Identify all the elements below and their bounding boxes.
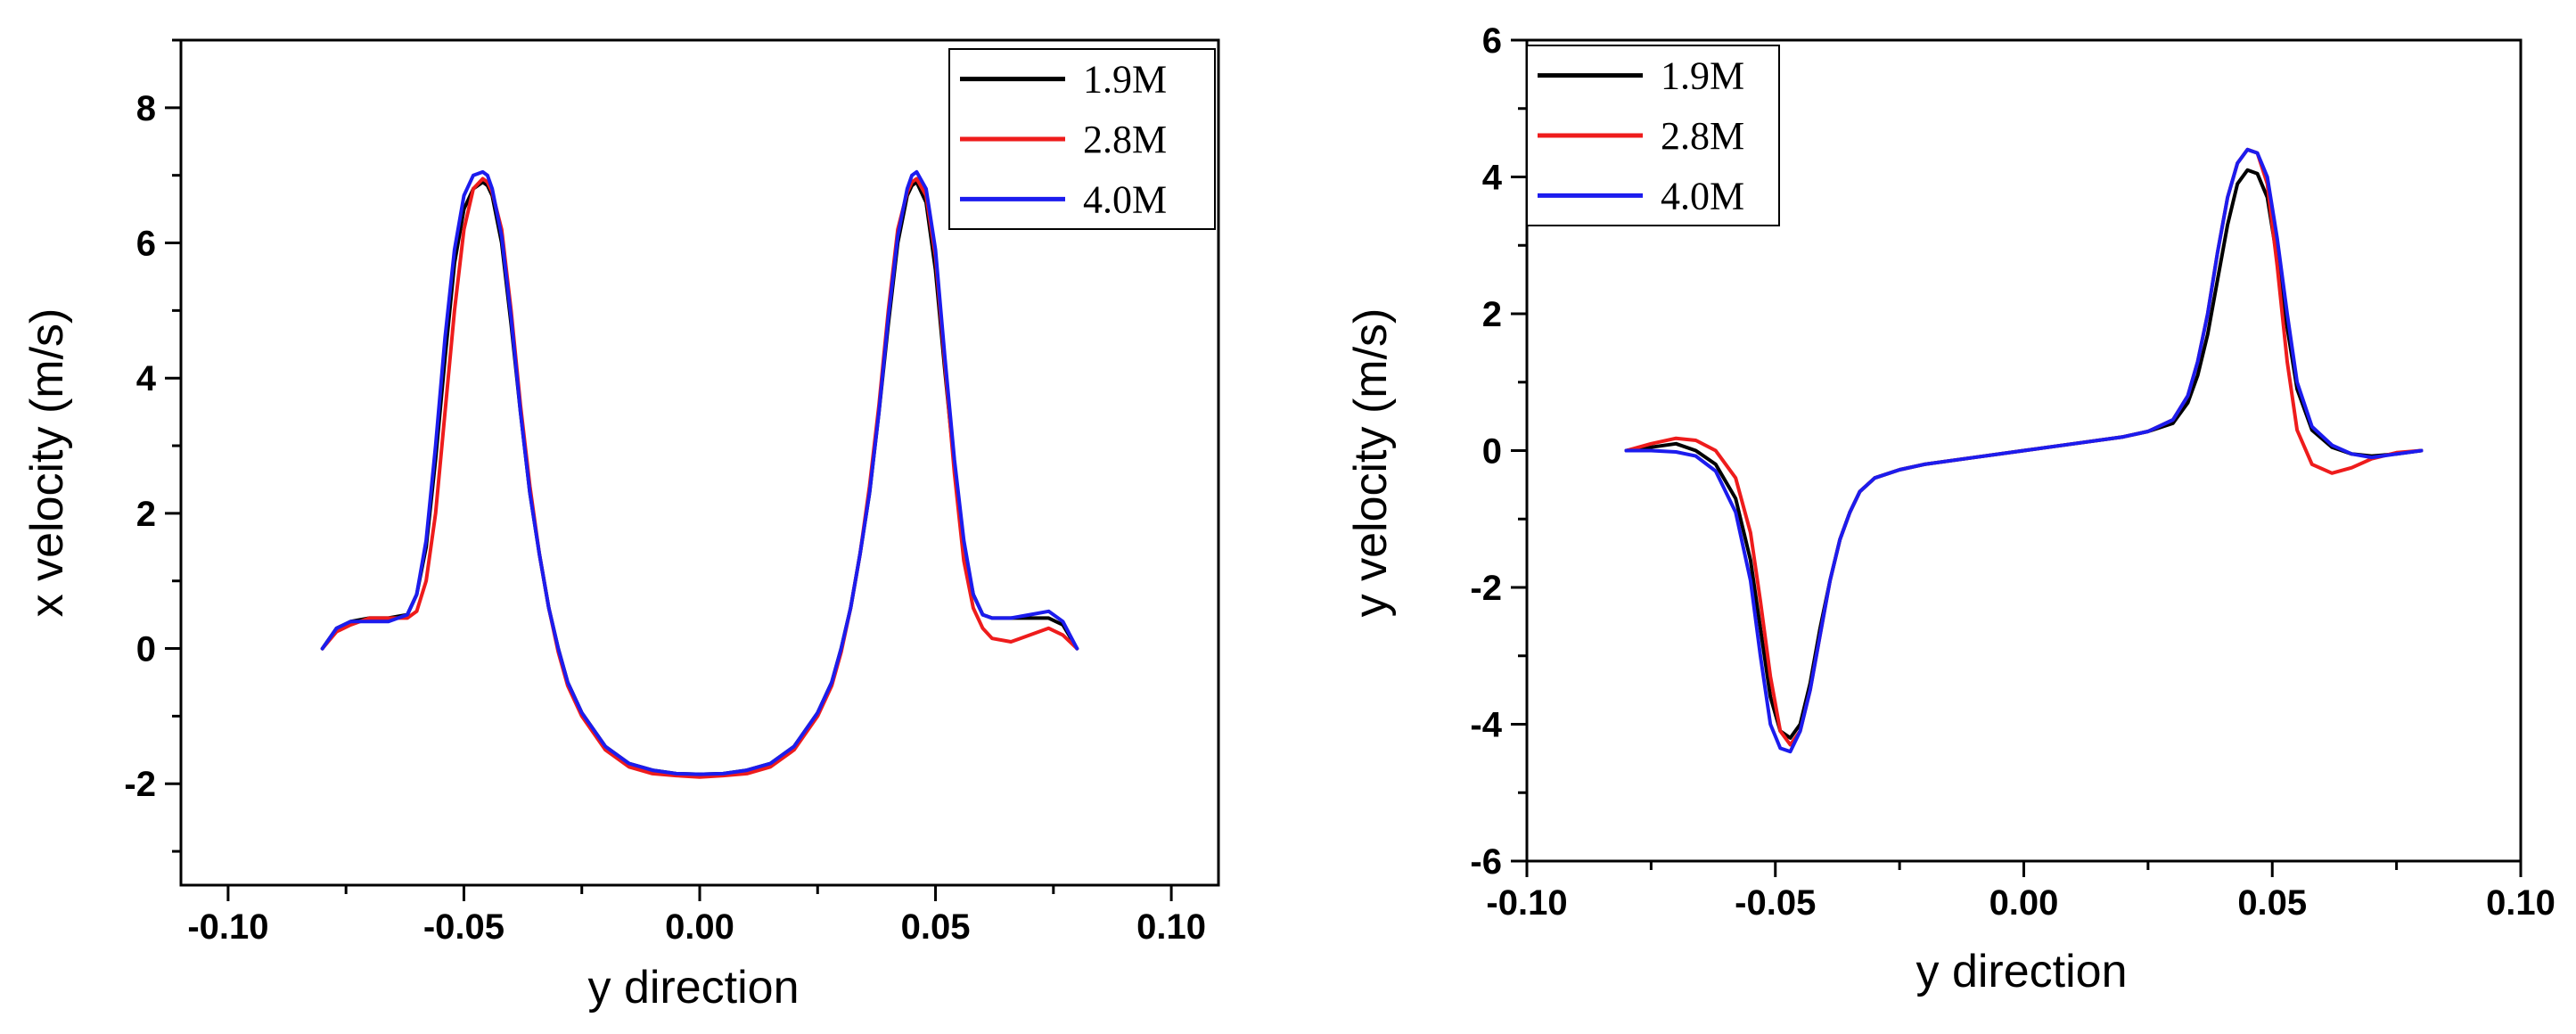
series-line-1.9M	[320, 180, 1079, 776]
x-velocity-chart: -0.10 -0.05 0.00 0.05 0.10 -2 0 2 4 6 8 y direction…	[21, 38, 1220, 1013]
x-tick-label: -0.10	[1486, 883, 1567, 923]
y-axis-title: y velocity (m/s)	[1345, 308, 1397, 618]
series-line-4.0M	[1624, 147, 2424, 754]
y-tick-label: -2	[1470, 569, 1502, 608]
y-tick-label: 6	[136, 225, 156, 264]
x-tick-label: 0.00	[1989, 883, 2059, 923]
x-tick-label: -0.10	[187, 907, 268, 947]
x-tick-label: 0.10	[2486, 883, 2555, 923]
legend: 1.9M 2.8M 4.0M	[1526, 45, 1780, 226]
series-line-4.0M	[320, 169, 1079, 776]
x-axis-title: y direction	[1916, 946, 2128, 997]
y-axis-title: x velocity (m/s)	[21, 308, 73, 618]
x-tick-label: 0.10	[1136, 907, 1206, 947]
legend-label: 4.0M	[1083, 177, 1167, 221]
y-tick-label: -2	[124, 765, 156, 804]
y-tick-label: 2	[136, 495, 156, 534]
y-tick-label: -4	[1470, 706, 1502, 745]
series-line-1.9M	[1624, 168, 2424, 740]
legend-label: 2.8M	[1661, 114, 1744, 158]
y-tick-label: 0	[136, 630, 156, 669]
series-line-2.8M	[1624, 147, 2424, 747]
x-tick-label: 0.00	[665, 907, 734, 947]
series-line-2.8M	[320, 176, 1079, 779]
y-tick-label: 2	[1482, 295, 1502, 334]
legend: 1.9M 2.8M 4.0M	[948, 48, 1216, 230]
legend-label: 4.0M	[1661, 174, 1744, 217]
legend-label: 2.8M	[1083, 118, 1167, 161]
x-tick-label: 0.05	[2237, 883, 2307, 923]
y-tick-label: -6	[1470, 842, 1502, 882]
x-tick-label: -0.05	[423, 907, 505, 947]
y-tick-label: 6	[1482, 21, 1502, 61]
x-tick-label: -0.05	[1735, 883, 1816, 923]
y-tick-label: 4	[136, 359, 157, 398]
y-velocity-chart: -0.10 -0.05 0.00 0.05 0.10 -6 -4 -2 0 2 4 6 y direct…	[1345, 21, 2555, 997]
y-tick-label: 4	[1482, 159, 1503, 198]
x-tick-label: 0.05	[901, 907, 971, 947]
y-tick-label: 8	[136, 89, 156, 128]
legend-label: 1.9M	[1083, 58, 1167, 102]
legend-label: 1.9M	[1661, 54, 1744, 98]
y-tick-label: 0	[1482, 432, 1502, 472]
x-axis-title: y direction	[588, 962, 800, 1013]
